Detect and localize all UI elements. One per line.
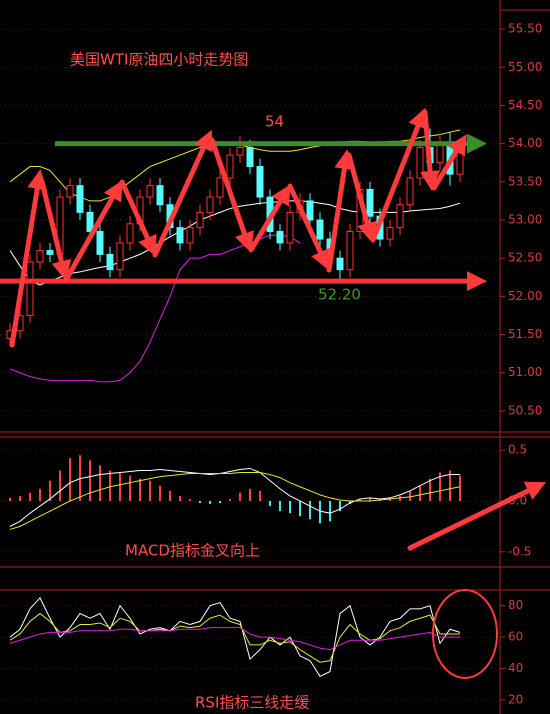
y-tick-label: 55.00 bbox=[508, 60, 542, 74]
candle-body bbox=[256, 166, 264, 198]
candle-body bbox=[196, 211, 204, 229]
indicator-line bbox=[9, 472, 461, 530]
y-tick-label: 52.00 bbox=[508, 289, 542, 303]
y-tick-label: 53.00 bbox=[508, 213, 542, 227]
candle-body bbox=[106, 253, 114, 271]
y-tick-label: 40 bbox=[508, 661, 523, 675]
candle-body bbox=[176, 227, 184, 244]
level-label: 52.20 bbox=[318, 286, 361, 304]
y-tick-label: 50.50 bbox=[508, 403, 542, 417]
candle-body bbox=[246, 146, 254, 168]
y-tick-label: 54.00 bbox=[508, 136, 542, 150]
candle-body bbox=[286, 211, 294, 244]
panel-title: RSI指标三线走缓 bbox=[195, 694, 309, 712]
indicator-line bbox=[9, 627, 460, 651]
y-tick-label: 52.50 bbox=[508, 251, 542, 265]
candle-body bbox=[66, 185, 74, 198]
indicator-line bbox=[9, 596, 461, 677]
y-tick-label: 53.50 bbox=[508, 174, 542, 188]
panel-title: MACD指标金叉向上 bbox=[125, 542, 260, 560]
chart-title: 美国WTI原油四小时走势图 bbox=[70, 51, 248, 69]
candle-body bbox=[366, 188, 374, 217]
candle-body bbox=[146, 185, 154, 198]
indicator-line bbox=[9, 467, 460, 527]
y-tick-label: 80 bbox=[508, 598, 523, 612]
candle-body bbox=[156, 185, 164, 206]
candle-body bbox=[46, 250, 54, 255]
candle-body bbox=[216, 177, 224, 198]
candle-body bbox=[396, 204, 404, 229]
candle-body bbox=[386, 227, 394, 240]
candle-body bbox=[316, 219, 324, 240]
y-tick-label: 0.5 bbox=[508, 443, 527, 457]
candle-body bbox=[236, 146, 244, 156]
candle-body bbox=[406, 177, 414, 206]
y-tick-label: 51.00 bbox=[508, 365, 542, 379]
y-tick-label: 20 bbox=[508, 692, 523, 706]
y-tick-label: 55.50 bbox=[508, 22, 542, 36]
candle-body bbox=[96, 230, 104, 255]
candle-body bbox=[276, 230, 284, 244]
candle-body bbox=[206, 196, 214, 213]
candle-body bbox=[186, 227, 194, 244]
level-label: 54 bbox=[265, 113, 284, 131]
candle-body bbox=[36, 250, 44, 263]
candle-body bbox=[346, 230, 354, 271]
candle-body bbox=[26, 261, 34, 316]
candle-body bbox=[336, 257, 344, 271]
candle-body bbox=[306, 200, 314, 221]
candle-body bbox=[436, 143, 444, 164]
candle-body bbox=[116, 242, 124, 271]
candle-body bbox=[416, 146, 424, 179]
candle-body bbox=[126, 223, 134, 244]
y-tick-label: 51.50 bbox=[508, 327, 542, 341]
highlight-ellipse bbox=[432, 589, 498, 679]
y-tick-label: -0.5 bbox=[508, 544, 531, 558]
plot-layer: 50.50 51.00 51.50 52.00 52.50 53.00 53.50 54.00… bbox=[0, 22, 542, 706]
trend-arrows bbox=[9, 107, 547, 551]
candle-body bbox=[76, 185, 84, 213]
y-tick-label: 60 bbox=[508, 630, 523, 644]
candle-body bbox=[226, 154, 234, 179]
indicator-line bbox=[9, 612, 460, 663]
y-tick-label: 54.50 bbox=[508, 98, 542, 112]
candle-body bbox=[86, 211, 94, 232]
